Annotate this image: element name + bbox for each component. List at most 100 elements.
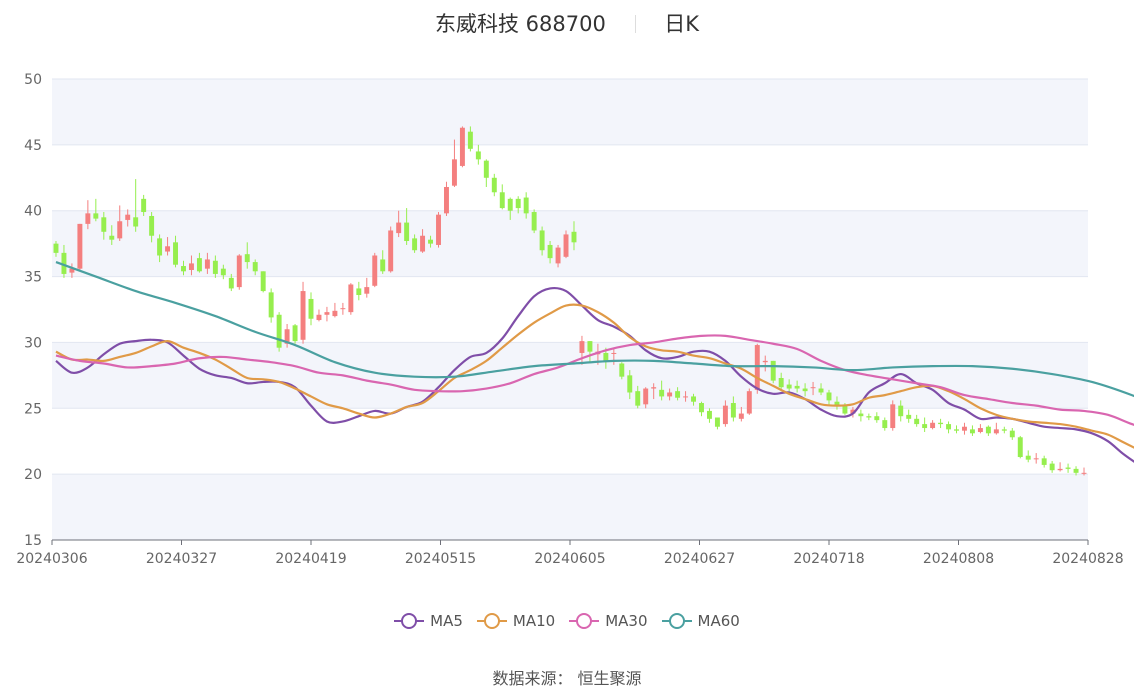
- legend-circle-icon: [483, 613, 500, 629]
- candle-body: [874, 416, 880, 421]
- x-tick-label: 20240605: [534, 551, 605, 567]
- candle-body: [794, 385, 800, 389]
- candle-body: [754, 345, 760, 390]
- candle-body: [181, 266, 186, 272]
- chart-title: 东威科技 688700 日K: [0, 8, 1134, 38]
- candle-body: [467, 131, 473, 149]
- candle-body: [1065, 467, 1071, 469]
- candle-body: [204, 259, 210, 269]
- candle-body: [722, 405, 728, 425]
- candle-body: [818, 388, 824, 393]
- grid-band: [52, 342, 1088, 409]
- candle-body: [922, 424, 928, 429]
- y-tick-label: 45: [24, 138, 42, 154]
- candle-body: [292, 325, 298, 342]
- candle-body: [188, 263, 194, 270]
- candle-body: [332, 310, 338, 317]
- candle-body: [786, 384, 792, 389]
- candle-body: [659, 389, 665, 397]
- y-tick-label: 50: [24, 72, 42, 88]
- candle-body: [420, 235, 426, 252]
- candle-body: [1073, 468, 1079, 473]
- candle-body: [404, 222, 410, 242]
- candle-body: [738, 413, 744, 419]
- candle-body: [515, 198, 521, 209]
- legend-symbol: [476, 613, 507, 629]
- candle-body: [826, 392, 832, 401]
- legend-circle-icon: [668, 613, 685, 629]
- candle-body: [125, 214, 131, 220]
- legend-item-ma60[interactable]: MA60: [661, 612, 740, 630]
- y-tick-label: 30: [24, 335, 42, 351]
- candle-body: [898, 405, 904, 417]
- candle-body: [244, 254, 250, 263]
- candle-body: [141, 198, 147, 213]
- candle-body: [380, 259, 386, 272]
- title-separator: [634, 15, 636, 33]
- candle-body: [890, 404, 896, 429]
- candle-body: [523, 197, 529, 214]
- candle-body: [388, 230, 394, 272]
- x-tick-label: 20240515: [405, 551, 476, 567]
- x-tick-label: 20240306: [16, 551, 87, 567]
- candle-body: [930, 422, 936, 429]
- y-tick-label: 20: [24, 467, 42, 483]
- grid-band: [52, 210, 1088, 277]
- candle-body: [603, 352, 609, 361]
- candle-body: [348, 284, 354, 313]
- legend-item-ma30[interactable]: MA30: [569, 612, 648, 630]
- candle-body: [667, 392, 673, 397]
- candle-body: [149, 215, 155, 236]
- candle-body: [619, 363, 625, 377]
- candle-body: [611, 352, 617, 354]
- candle-body: [372, 255, 378, 286]
- candle-body: [1081, 472, 1087, 474]
- candle-body: [699, 403, 704, 413]
- x-tick-label: 20240808: [923, 551, 994, 567]
- candle-body: [1057, 468, 1063, 471]
- candle-body: [117, 221, 123, 239]
- legend-circle-icon: [576, 613, 593, 629]
- candle-body: [730, 403, 736, 418]
- legend-symbol: [661, 613, 692, 629]
- candle-body: [157, 238, 163, 256]
- candle-body: [691, 396, 696, 402]
- candle-body: [308, 298, 314, 319]
- candle-body: [1041, 458, 1047, 465]
- candle-body: [555, 247, 561, 264]
- candle-body: [165, 246, 171, 252]
- candle-body: [284, 329, 290, 344]
- candle-body: [252, 262, 258, 272]
- legend-label: MA30: [605, 612, 648, 630]
- candle-body: [1049, 463, 1055, 471]
- candle-body: [499, 192, 505, 209]
- candle-body: [1001, 429, 1007, 431]
- candle-body: [834, 401, 840, 406]
- candle-body: [316, 314, 322, 321]
- candle-body: [675, 391, 681, 398]
- candle-body: [85, 213, 91, 224]
- candle-body: [587, 341, 593, 352]
- candle-body: [173, 242, 178, 265]
- candle-body: [746, 391, 752, 414]
- candle-body: [850, 409, 856, 414]
- data-source: 数据来源： 恒生聚源: [0, 665, 1134, 689]
- candle-body: [906, 414, 912, 419]
- stock-code: 688700: [525, 12, 606, 36]
- candle-body: [706, 410, 712, 419]
- candle-body: [428, 239, 434, 244]
- stock-name: 东威科技: [434, 12, 519, 36]
- candle-body: [1009, 430, 1015, 438]
- ma-line-ma5: [55, 286, 1134, 463]
- candle-body: [571, 231, 577, 243]
- ma-line-ma10: [55, 303, 1134, 449]
- x-tick-label: 20240627: [664, 551, 735, 567]
- candle-body: [228, 277, 234, 289]
- candle-body: [340, 308, 346, 310]
- legend-item-ma10[interactable]: MA10: [476, 612, 556, 630]
- legend-item-ma5[interactable]: MA5: [394, 612, 463, 630]
- legend-label: MA10: [512, 612, 556, 630]
- candle-body: [196, 258, 202, 272]
- candle-body: [985, 426, 991, 434]
- candle-body: [212, 260, 218, 274]
